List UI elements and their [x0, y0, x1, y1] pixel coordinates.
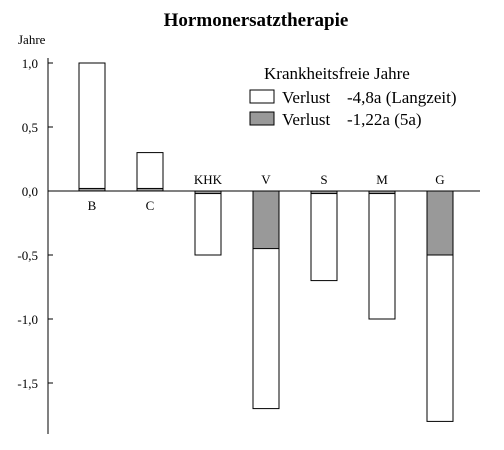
bar-s-langzeit	[310, 190, 338, 282]
bar-g-5a	[426, 190, 454, 256]
legend-label-5a: Verlust	[282, 110, 330, 129]
bar-c-langzeit	[136, 152, 164, 192]
bar-c-5a	[136, 187, 164, 192]
bar-khk-5a	[194, 190, 222, 195]
legend-label-langzeit: Verlust	[282, 88, 330, 107]
y-tick-label: 1,0	[22, 56, 38, 71]
bar-khk-langzeit	[194, 190, 222, 256]
legend-value-langzeit: -4,8a (Langzeit)	[347, 88, 457, 107]
category-label: C	[146, 198, 155, 213]
legend-value-5a: -1,22a (5a)	[347, 110, 422, 129]
category-labels: B C KHK V S M G	[88, 172, 445, 213]
category-label: S	[320, 172, 327, 187]
y-tick-label: -1,5	[17, 376, 38, 391]
legend-swatch-langzeit	[249, 89, 275, 104]
bars	[78, 62, 454, 422]
category-label: V	[261, 172, 271, 187]
bar-m-5a	[368, 190, 396, 195]
y-axis-label: Jahre	[18, 32, 46, 47]
category-label: M	[376, 172, 388, 187]
y-tick-label: -0,5	[17, 248, 38, 263]
legend-title: Krankheitsfreie Jahre	[264, 64, 410, 83]
y-tick-label: 0,5	[22, 120, 38, 135]
bar-v-5a	[252, 190, 280, 250]
bar-s-5a	[310, 190, 338, 195]
bar-m-langzeit	[368, 190, 396, 320]
chart-title: Hormonersatztherapie	[164, 10, 349, 31]
y-tick-label: -1,0	[17, 312, 38, 327]
bar-b-langzeit	[78, 62, 106, 192]
axes: 1,0 0,5 0,0 -0,5 -1,0 -1,5	[17, 56, 480, 434]
category-label: KHK	[194, 172, 223, 187]
y-tick-label: 0,0	[22, 184, 38, 199]
legend-swatch-5a	[249, 111, 275, 126]
category-label: B	[88, 198, 97, 213]
category-label: G	[435, 172, 444, 187]
legend: Krankheitsfreie Jahre Verlust -4,8a (Lan…	[249, 64, 457, 129]
bar-b-5a	[78, 187, 106, 192]
